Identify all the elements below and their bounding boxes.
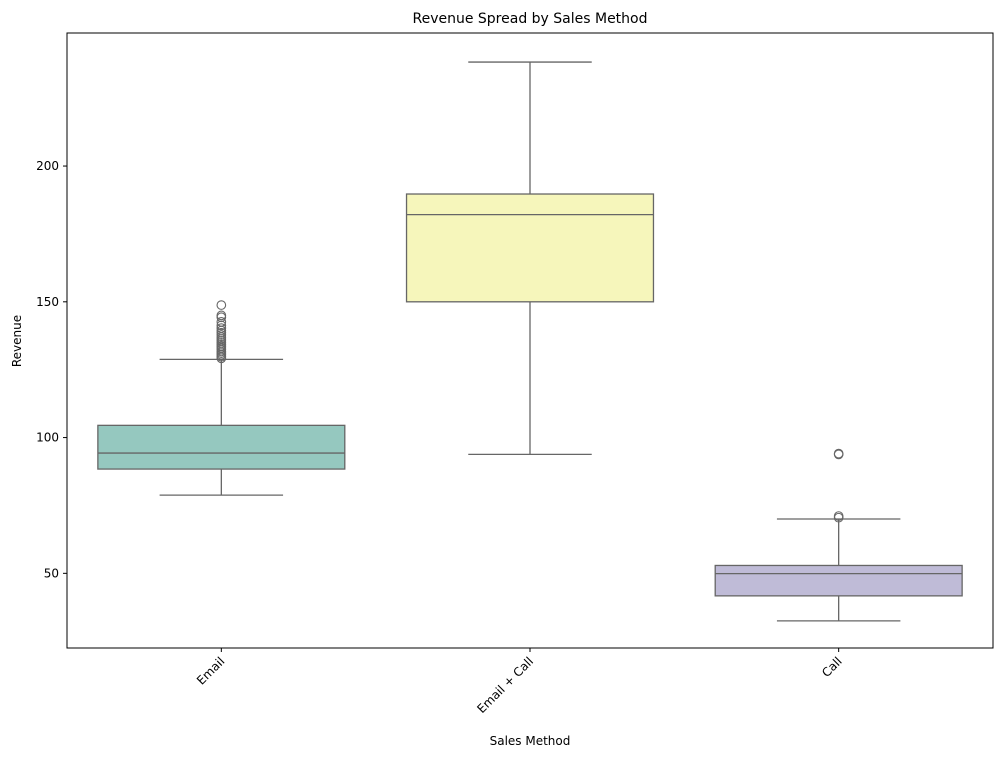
iqr-box xyxy=(97,424,346,470)
y-tick-label: 100 xyxy=(36,431,59,445)
x-axis-label: Sales Method xyxy=(490,734,571,748)
y-tick-label: 50 xyxy=(44,566,59,580)
outlier-point xyxy=(216,317,227,327)
x-tick-label: Call xyxy=(819,654,845,680)
outlier-point xyxy=(833,448,844,459)
chart-title: Revenue Spread by Sales Method xyxy=(412,11,647,27)
outlier-point xyxy=(833,511,844,521)
iqr-box xyxy=(405,193,655,303)
plot-frame xyxy=(66,32,994,649)
y-tick-label: 150 xyxy=(36,295,59,309)
plot-area: 50 100 150 200 Email Email + Call Call xyxy=(36,61,963,716)
outlier-point xyxy=(216,310,227,321)
x-tick-label: Email xyxy=(194,654,227,687)
iqr-box xyxy=(714,564,963,597)
outlier-point xyxy=(216,300,227,310)
y-axis-label: Revenue xyxy=(10,315,24,367)
outlier-point xyxy=(216,323,227,333)
y-tick-label: 200 xyxy=(36,159,59,173)
x-tick-label: Email + Call xyxy=(474,654,536,716)
